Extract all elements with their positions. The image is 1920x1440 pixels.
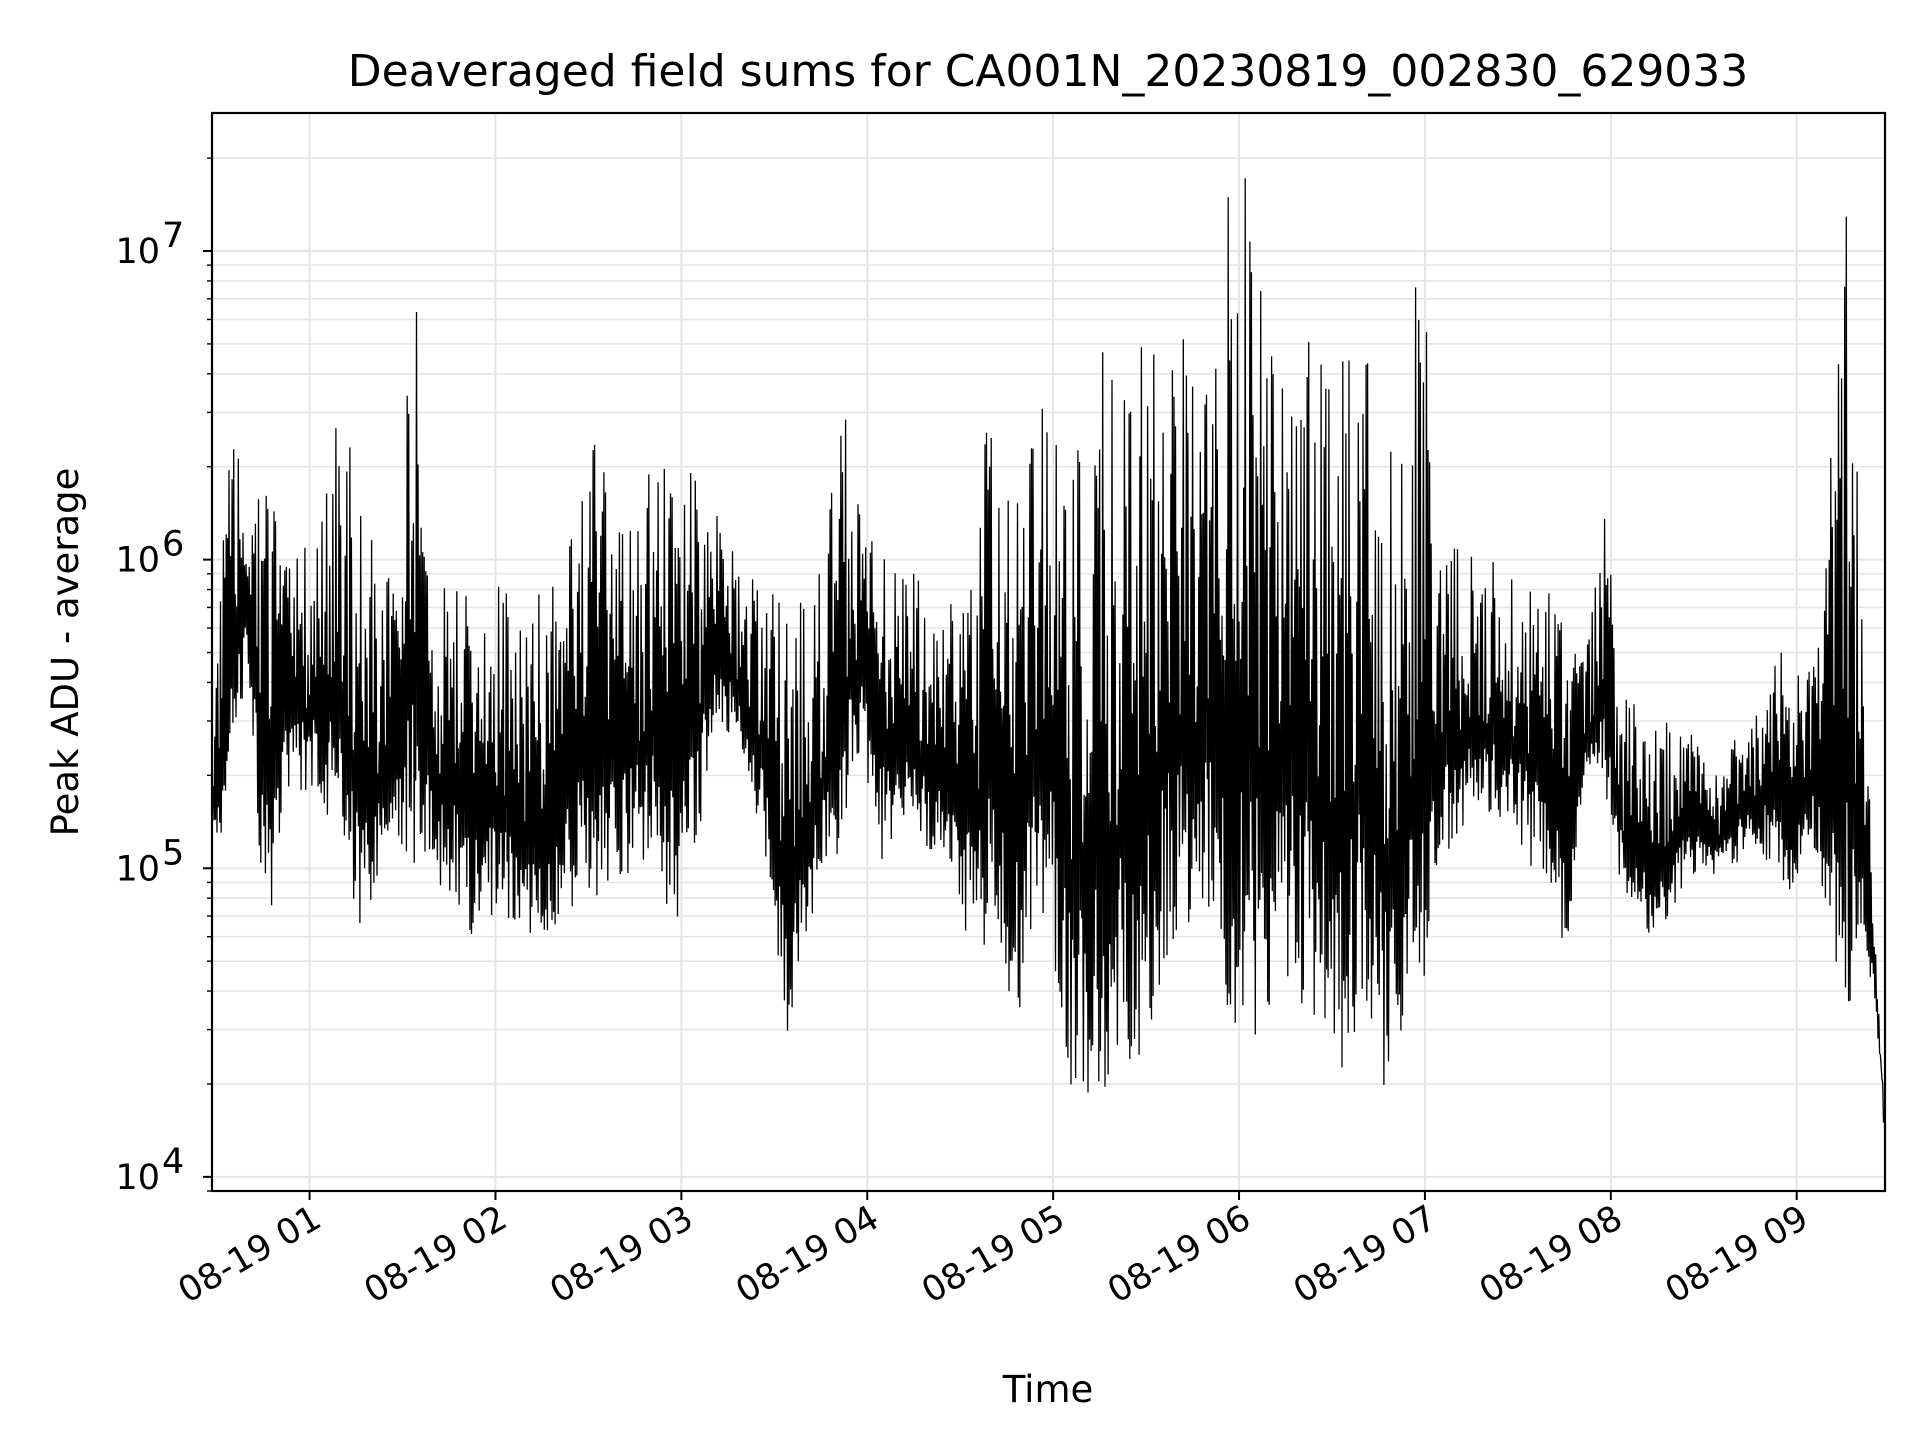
chart-title: Deaveraged field sums for CA001N_2023081… bbox=[348, 46, 1749, 97]
y-tick-label-exponent: 7 bbox=[162, 216, 184, 256]
y-tick-label: 10 4 bbox=[115, 1142, 184, 1198]
series-layer bbox=[211, 178, 1885, 1123]
y-tick-label: 10 6 bbox=[115, 525, 184, 581]
y-tick-label-base: 10 bbox=[115, 849, 160, 889]
y-tick-label-exponent: 5 bbox=[162, 833, 184, 873]
y-tick-label-exponent: 4 bbox=[162, 1142, 184, 1182]
y-tick-label: 10 7 bbox=[115, 216, 184, 272]
y-axis-label: Peak ADU - average bbox=[44, 468, 87, 837]
y-tick-label-base: 10 bbox=[115, 232, 160, 272]
y-tick-label-exponent: 6 bbox=[162, 525, 184, 565]
y-tick-label-base: 10 bbox=[115, 1158, 160, 1198]
grid bbox=[212, 113, 1885, 1192]
y-tick-label: 10 5 bbox=[115, 833, 184, 889]
x-axis-label: Time bbox=[1002, 1368, 1094, 1411]
series-line bbox=[211, 178, 1885, 1123]
y-tick-label-base: 10 bbox=[115, 541, 160, 581]
